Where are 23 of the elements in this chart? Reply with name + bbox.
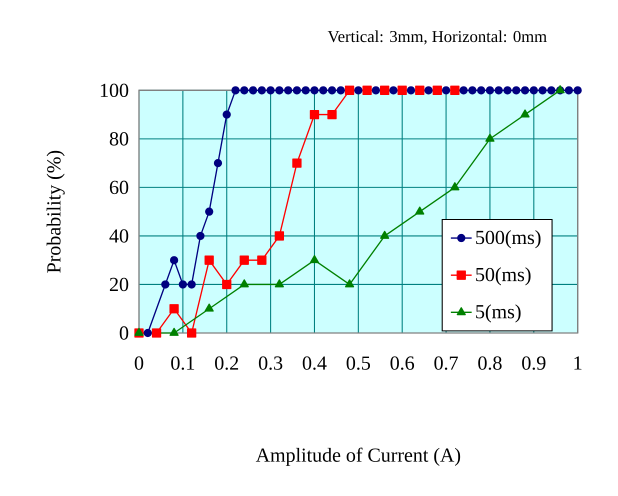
y-tick-label: 60 [110, 180, 128, 194]
x-tick-label: 0.7 [434, 356, 458, 370]
x-tick-label: 0.4 [302, 356, 327, 370]
y-tick-label: 20 [110, 278, 128, 292]
y-tick-label: 80 [110, 132, 128, 146]
x-tick-label: 0.1 [171, 356, 194, 370]
y-tick-label: 100 [100, 84, 128, 98]
legend-label: 50(ms) [476, 267, 531, 286]
x-tick-label: 1 [574, 356, 582, 370]
x-tick-label: 0.8 [478, 356, 502, 370]
y-axis-title: Probability (%) [46, 150, 65, 273]
x-tick-label: 0.2 [215, 356, 238, 370]
legend-label: 5(ms) [476, 304, 521, 322]
y-tick-label: 40 [109, 229, 128, 243]
x-tick-label: 0 [134, 356, 144, 370]
x-tick-label: 0.3 [258, 356, 282, 370]
x-axis-title: Amplitude of Current (A) [256, 448, 460, 466]
chart-title: Vertical: 3mm, Horizontal: 0mm [328, 30, 547, 45]
y-tick-label: 0 [120, 326, 128, 340]
x-tick-label: 0.6 [390, 356, 414, 370]
x-tick-label: 0.5 [346, 356, 370, 370]
legend-label: 500(ms) [476, 230, 541, 248]
x-tick-label: 0.9 [522, 356, 546, 370]
